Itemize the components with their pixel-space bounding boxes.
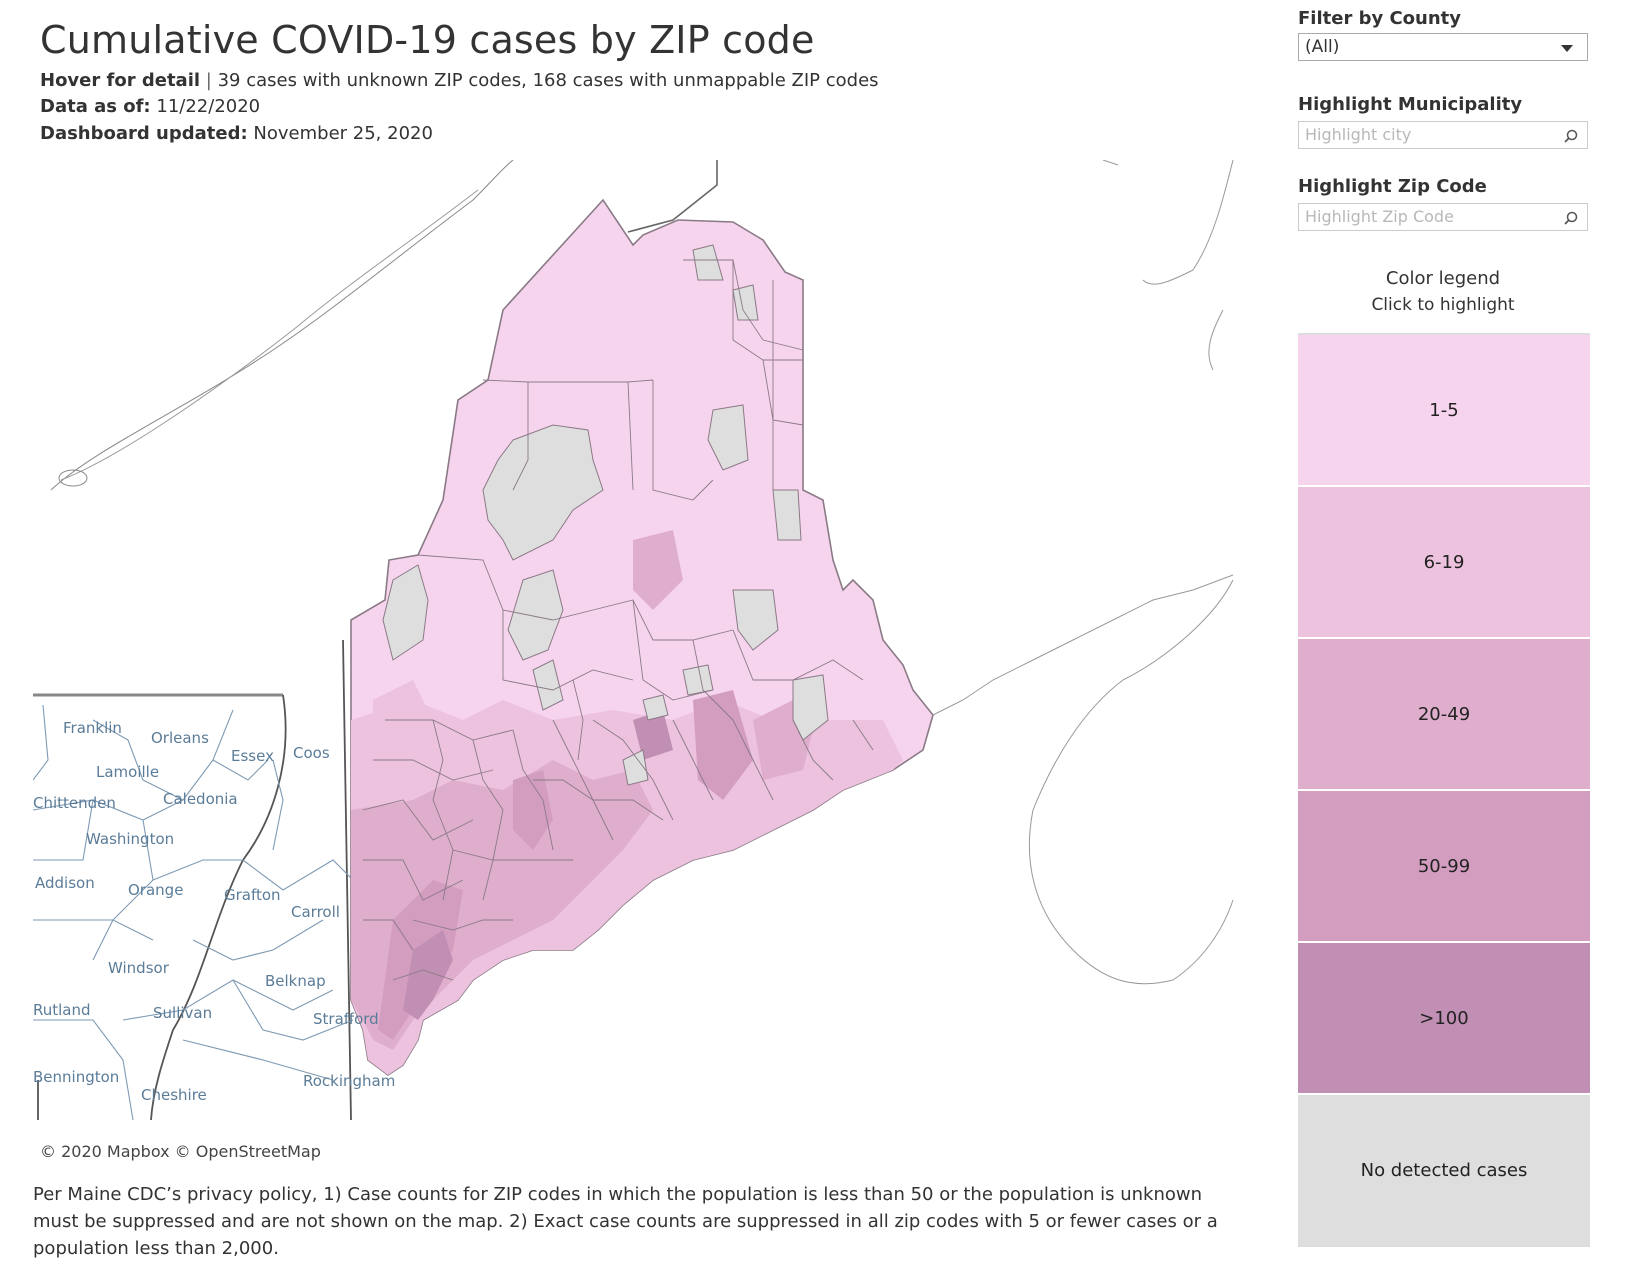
county-label: Windsor xyxy=(108,959,170,977)
zip-band-50-99-c[interactable] xyxy=(693,690,753,800)
updated-value: November 25, 2020 xyxy=(253,123,433,144)
zip-band-100-b[interactable] xyxy=(633,710,673,760)
county-label: Chittenden xyxy=(33,794,116,812)
county-filter-label: Filter by County xyxy=(1298,8,1462,29)
zip-band-100[interactable] xyxy=(403,930,453,1020)
county-lines xyxy=(33,704,354,1121)
hover-label: Hover for detail xyxy=(40,70,201,91)
legend-item-label: 50-99 xyxy=(1417,855,1471,877)
legend-item-label: 20-49 xyxy=(1417,703,1471,725)
county-label: Orleans xyxy=(151,729,209,747)
zip-code-search-input[interactable]: Highlight Zip Code xyxy=(1298,203,1588,231)
zip-code-placeholder: Highlight Zip Code xyxy=(1305,207,1454,226)
county-label: Washington xyxy=(86,830,174,848)
river-outline xyxy=(50,160,514,491)
choropleth-map[interactable]: Franklin Orleans Lamoille Essex Coos Chi… xyxy=(33,160,1285,1170)
river-island xyxy=(58,469,88,487)
unknown-text: cases with unknown ZIP codes, xyxy=(240,70,533,91)
municipality-search-input[interactable]: Highlight city xyxy=(1298,121,1588,149)
zip-boundaries xyxy=(362,259,874,981)
county-label: Cheshire xyxy=(141,1086,207,1104)
county-label: Addison xyxy=(35,874,95,892)
county-filter-select[interactable]: (All) xyxy=(1298,33,1588,61)
vt-nh-border xyxy=(150,694,287,1121)
legend-item-over-100[interactable]: >100 xyxy=(1298,943,1590,1095)
unknown-count: 39 xyxy=(217,70,241,91)
legend-item-50-99[interactable]: 50-99 xyxy=(1298,791,1590,943)
county-label: Strafford xyxy=(313,1010,379,1028)
municipality-label: Highlight Municipality xyxy=(1298,94,1523,115)
county-label-group: Franklin Orleans Lamoille Essex Coos Chi… xyxy=(33,719,395,1104)
dropdown-caret-icon xyxy=(1561,45,1573,52)
detail-line: Hover for detail | 39 cases with unknown… xyxy=(40,70,879,91)
updated-line: Dashboard updated: November 25, 2020 xyxy=(40,123,433,144)
color-legend: 1-5 6-19 20-49 50-99 >100 No detected ca… xyxy=(1298,333,1590,1247)
unmappable-count: 168 xyxy=(532,70,567,91)
county-label: Franklin xyxy=(63,719,122,737)
map-attribution[interactable]: © 2020 Mapbox © OpenStreetMap xyxy=(38,1142,323,1161)
page-title: Cumulative COVID-19 cases by ZIP code xyxy=(40,18,815,62)
border-line xyxy=(627,160,718,233)
data-as-of-line: Data as of: 11/22/2020 xyxy=(40,96,260,117)
legend-item-label: No detected cases xyxy=(1360,1159,1528,1181)
county-label: Lamoille xyxy=(96,763,159,781)
county-filter-value: (All) xyxy=(1305,37,1340,57)
legend-item-1-5[interactable]: 1-5 xyxy=(1298,335,1590,487)
county-label: Rutland xyxy=(33,1001,91,1019)
separator: | xyxy=(205,70,212,91)
search-icon[interactable] xyxy=(1563,128,1579,144)
data-as-of-value: 11/22/2020 xyxy=(156,96,261,117)
county-label: Sullivan xyxy=(153,1004,212,1022)
legend-item-no-cases[interactable]: No detected cases xyxy=(1298,1095,1590,1247)
county-label: Orange xyxy=(128,881,183,899)
legend-subtitle: Click to highlight xyxy=(1371,295,1515,315)
legend-item-20-49[interactable]: 20-49 xyxy=(1298,639,1590,791)
county-label: Caledonia xyxy=(163,790,238,808)
coastlines xyxy=(932,160,1234,985)
county-label: Grafton xyxy=(224,886,281,904)
municipality-placeholder: Highlight city xyxy=(1305,125,1412,144)
data-as-of-label: Data as of: xyxy=(40,96,151,117)
updated-label: Dashboard updated: xyxy=(40,123,248,144)
legend-title: Color legend xyxy=(1385,268,1501,289)
legend-item-label: >100 xyxy=(1419,1007,1469,1029)
search-icon[interactable] xyxy=(1563,210,1579,226)
county-label: Essex xyxy=(231,747,274,765)
county-label: Bennington xyxy=(33,1068,119,1086)
zip-band-20-49-c[interactable] xyxy=(633,530,683,610)
privacy-footnote: Per Maine CDC’s privacy policy, 1) Case … xyxy=(33,1184,1218,1259)
county-label: Belknap xyxy=(265,972,326,990)
legend-item-label: 6-19 xyxy=(1423,551,1465,573)
nh-me-border xyxy=(342,639,352,1121)
river-outline-2 xyxy=(60,189,479,481)
legend-item-6-19[interactable]: 6-19 xyxy=(1298,487,1590,639)
zip-band-50-99-b[interactable] xyxy=(513,770,553,850)
unmappable-text: cases with unmappable ZIP codes xyxy=(566,70,879,91)
county-label: Carroll xyxy=(291,903,340,921)
legend-item-label: 1-5 xyxy=(1429,399,1459,421)
county-label: Coos xyxy=(293,744,330,762)
county-label: Rockingham xyxy=(303,1072,395,1090)
no-cases-areas[interactable] xyxy=(382,244,829,786)
zip-code-label: Highlight Zip Code xyxy=(1298,176,1487,197)
vt-nh-area xyxy=(33,630,353,1120)
